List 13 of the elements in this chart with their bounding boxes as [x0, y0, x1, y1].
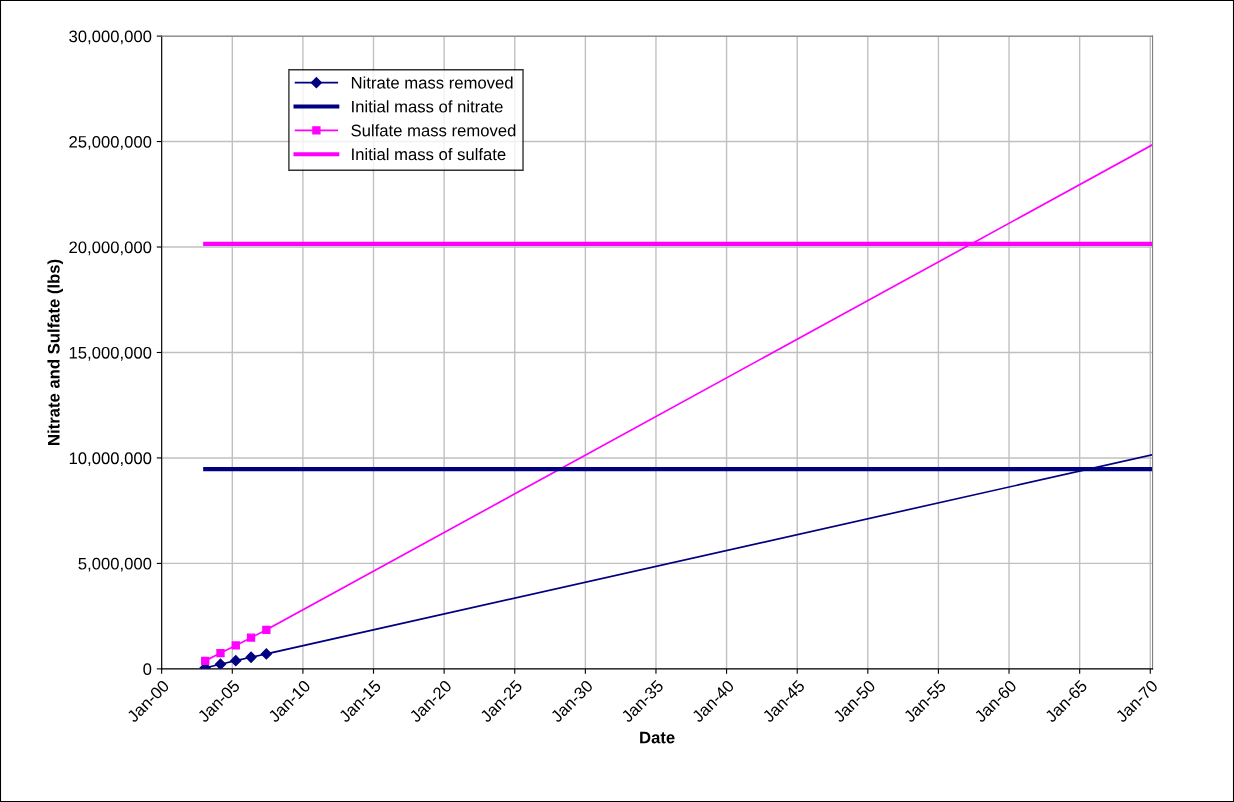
legend-label: Initial mass of sulfate [352, 148, 506, 161]
y-tick-label: 10,000,000 [69, 452, 152, 467]
y-tick-label: 5,000,000 [78, 557, 152, 572]
y-axis-title: Nitrate and Sulfate (lbs) [47, 259, 63, 445]
legend-label: Sulfate mass removed [351, 124, 516, 137]
y-tick-label: 30,000,000 [69, 30, 152, 45]
y-tick-label: 20,000,000 [69, 241, 152, 256]
x-axis-title: Date [640, 731, 675, 744]
legend-label: Initial mass of nitrate [352, 100, 503, 113]
legend-label: Nitrate mass removed [351, 76, 513, 89]
y-tick-label: 0 [143, 663, 152, 676]
y-tick-label: 15,000,000 [69, 346, 152, 361]
y-tick-label: 25,000,000 [69, 135, 152, 150]
